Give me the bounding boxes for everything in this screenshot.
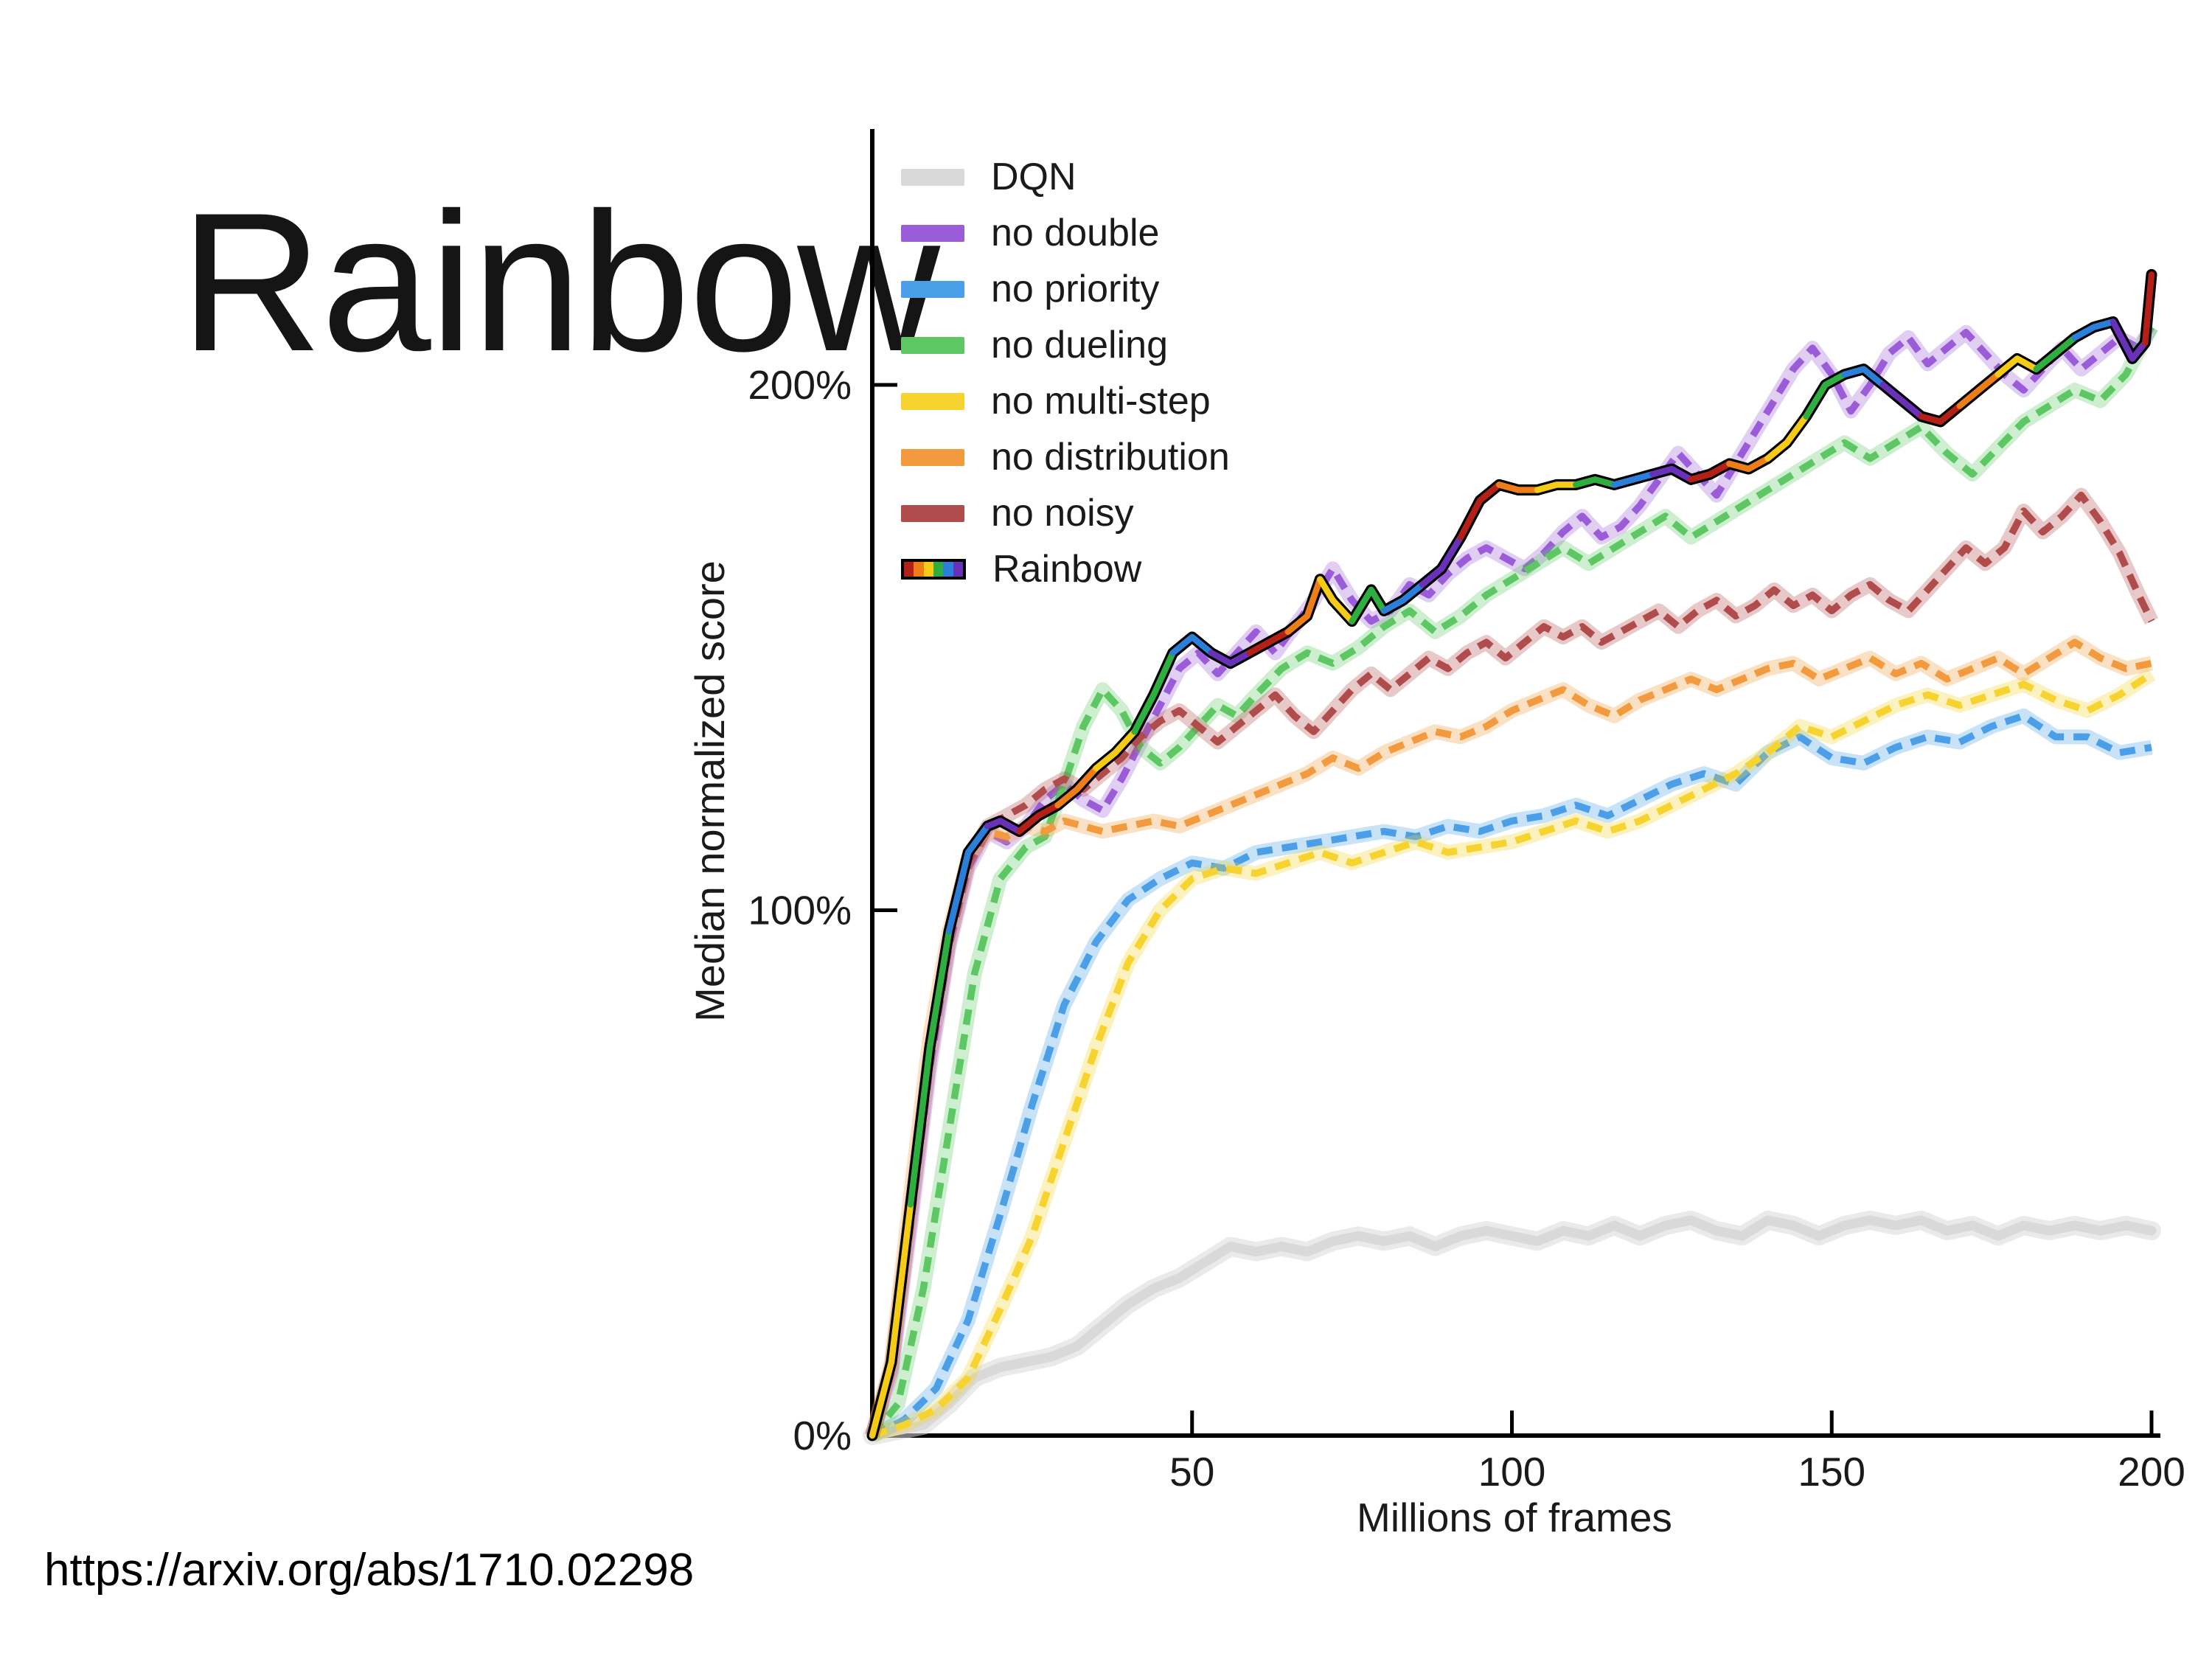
series-line-rainbow xyxy=(2033,334,2079,372)
y-tick-label: 200% xyxy=(748,362,852,408)
rainbow-swatch-segment xyxy=(933,562,944,577)
series-line-rainbow xyxy=(1284,576,1324,636)
series-line-rainbow xyxy=(1016,801,1061,835)
series-line-rainbow xyxy=(1649,465,1694,483)
series-line-rainbow xyxy=(1534,481,1579,493)
series-line-rainbow xyxy=(1688,460,1733,483)
legend-item-no-dueling: no dueling xyxy=(901,317,1230,373)
rainbow-swatch-segment xyxy=(923,562,933,577)
slide-title: Rainbow xyxy=(180,171,940,392)
series-line-no-priority xyxy=(870,712,2152,1439)
x-tick-label: 200 xyxy=(2118,1449,2185,1495)
series-line-rainbow xyxy=(1246,628,1292,656)
legend-label-no-double: no double xyxy=(991,212,1160,254)
series-line-rainbow xyxy=(1349,586,1388,625)
legend-label-no-noisy: no noisy xyxy=(991,492,1134,535)
x-axis-label: Millions of frames xyxy=(1357,1495,1672,1540)
legend-label-no-priority: no priority xyxy=(991,268,1160,310)
series-line-rainbow xyxy=(2142,271,2155,347)
y-tick-label: 100% xyxy=(748,888,852,933)
series-line-rainbow xyxy=(1457,481,1503,540)
series-line-rainbow xyxy=(1726,455,1771,473)
legend-swatch-no-noisy xyxy=(901,504,964,522)
legend-item-no-double: no double xyxy=(901,205,1230,261)
y-axis-label: Median normalized score xyxy=(686,560,733,1022)
series-line-no-noisy xyxy=(869,491,2155,1437)
legend-item-no-distribution: no distribution xyxy=(901,429,1230,485)
legend-label-dqn: DQN xyxy=(991,156,1077,198)
legend-swatch-no-double xyxy=(901,224,964,242)
series-line-rainbow xyxy=(1803,371,1848,420)
legend-label-no-multi-step: no multi-step xyxy=(991,380,1211,422)
legend-label-no-distribution: no distribution xyxy=(991,436,1230,479)
x-tick-label: 50 xyxy=(1169,1449,1214,1495)
legend-label-no-dueling: no dueling xyxy=(991,324,1168,366)
legend-item-dqn: DQN xyxy=(901,149,1230,205)
series-line-no-double xyxy=(869,325,2155,1437)
series-line-no-dueling xyxy=(869,325,2155,1438)
series-line-rainbow xyxy=(1994,355,2040,378)
legend-item-no-noisy: no noisy xyxy=(901,485,1230,541)
series-line-rainbow xyxy=(1841,366,1886,389)
series-line-rainbow xyxy=(1317,576,1355,625)
series-line-rainbow xyxy=(1093,728,1138,772)
series-line-rainbow xyxy=(869,1201,914,1439)
legend-swatch-rainbow xyxy=(901,559,966,580)
legend-swatch-no-distribution xyxy=(901,448,964,466)
chart-legend: DQN no double no priority no dueling no mult… xyxy=(901,149,1230,597)
legend-label-rainbow: Rainbow xyxy=(992,548,1142,591)
series-line-no-multi-step xyxy=(871,670,2154,1439)
series-line-rainbow xyxy=(1169,633,1215,656)
series-line-rainbow xyxy=(1956,371,2002,409)
series-line-rainbow xyxy=(2071,319,2117,341)
series-line-rainbow xyxy=(984,818,1023,835)
series-line-rainbow xyxy=(2110,319,2149,362)
series-line-rainbow xyxy=(907,928,953,1208)
series-line-rainbow xyxy=(1879,381,1924,420)
y-tick-label: 0% xyxy=(793,1413,852,1458)
legend-item-no-multi-step: no multi-step xyxy=(901,373,1230,429)
legend-swatch-dqn xyxy=(901,168,964,186)
rainbow-swatch-segment xyxy=(914,562,924,577)
legend-item-rainbow: Rainbow xyxy=(901,541,1230,597)
legend-swatch-no-multi-step xyxy=(901,392,964,410)
series-band-no-noisy xyxy=(865,487,2158,1438)
series-band-dqn xyxy=(863,1210,2161,1445)
rainbow-swatch-segment xyxy=(904,562,914,577)
series-line-rainbow xyxy=(1573,476,1618,488)
x-tick-label: 150 xyxy=(1798,1449,1865,1495)
series-line-rainbow xyxy=(1054,765,1099,809)
series-line-rainbow xyxy=(1764,413,1809,462)
series-line-rainbow xyxy=(1918,403,1964,425)
legend-swatch-no-dueling xyxy=(901,336,964,354)
series-line-rainbow xyxy=(1495,481,1541,493)
rainbow-swatch-segment xyxy=(943,562,953,577)
rainbow-swatch-segment xyxy=(953,562,963,577)
series-line-no-distribution xyxy=(869,639,2152,1437)
series-line-rainbow xyxy=(1419,534,1464,588)
series-line-rainbow xyxy=(1611,470,1656,488)
source-url: https://arxiv.org/abs/1710.02298 xyxy=(44,1545,695,1596)
legend-swatch-no-priority xyxy=(901,280,964,298)
series-line-rainbow xyxy=(1380,581,1426,614)
series-line-rainbow xyxy=(1208,650,1253,667)
x-tick-label: 100 xyxy=(1478,1449,1546,1495)
series-line-rainbow xyxy=(945,823,991,935)
series-line-rainbow xyxy=(1131,650,1176,735)
legend-item-no-priority: no priority xyxy=(901,261,1230,317)
series-line-dqn xyxy=(867,1215,2157,1441)
